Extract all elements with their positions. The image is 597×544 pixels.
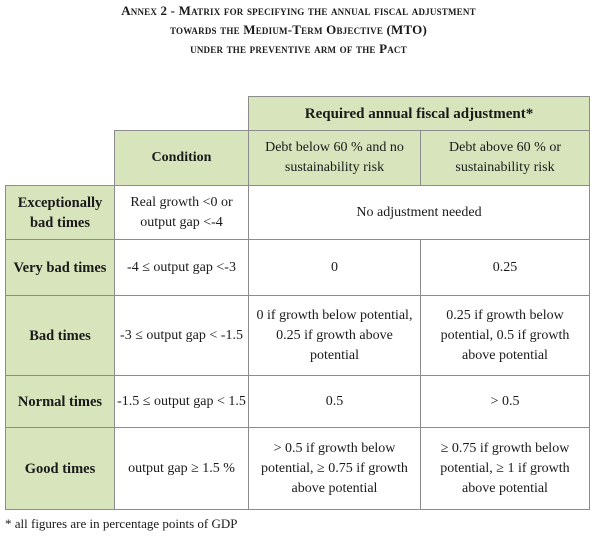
adjustment-matrix: Required annual fiscal adjustment* Condi… bbox=[5, 96, 590, 510]
row-label: Very bad times bbox=[5, 239, 115, 296]
cell-debt-above: 0.25 if growth below potential, 0.5 if g… bbox=[420, 295, 590, 376]
row-condition: -1.5 ≤ output gap < 1.5 bbox=[114, 375, 249, 428]
row-condition: output gap ≥ 1.5 % bbox=[114, 427, 249, 510]
table-row: Good times output gap ≥ 1.5 % > 0.5 if g… bbox=[5, 427, 590, 510]
empty-corner bbox=[5, 130, 115, 186]
empty-corner bbox=[114, 96, 249, 131]
row-label: Exceptionally bad times bbox=[5, 185, 115, 240]
header-required-adjustment: Required annual fiscal adjustment* bbox=[248, 96, 590, 131]
cell-debt-below: 0 bbox=[248, 239, 421, 296]
title-line-1: Annex 2 - Matrix for specifying the annu… bbox=[121, 3, 476, 18]
cell-debt-above: > 0.5 bbox=[420, 375, 590, 428]
table-row: Very bad times -4 ≤ output gap <-3 0 0.2… bbox=[5, 239, 590, 296]
cell-debt-above: 0.25 bbox=[420, 239, 590, 296]
cell-debt-below: 0.5 bbox=[248, 375, 421, 428]
table-row: Normal times -1.5 ≤ output gap < 1.5 0.5… bbox=[5, 375, 590, 428]
row-label: Good times bbox=[5, 427, 115, 510]
title-line-3: under the preventive arm of the Pact bbox=[190, 41, 407, 56]
row-condition: Real growth <0 or output gap <-4 bbox=[114, 185, 249, 240]
cell-merged: No adjustment needed bbox=[248, 185, 590, 240]
row-condition: -3 ≤ output gap < -1.5 bbox=[114, 295, 249, 376]
cell-debt-below: > 0.5 if growth below potential, ≥ 0.75 … bbox=[248, 427, 421, 510]
empty-corner bbox=[5, 96, 115, 131]
footnote: * all figures are in percentage points o… bbox=[5, 516, 238, 531]
header-debt-above-60: Debt above 60 % or sustainability risk bbox=[420, 130, 590, 186]
title-line-2: towards the Medium-Term Objective (MTO) bbox=[169, 22, 428, 37]
header-debt-below-60: Debt below 60 % and no sustainability ri… bbox=[248, 130, 421, 186]
cell-debt-below: 0 if growth below potential, 0.25 if gro… bbox=[248, 295, 421, 376]
table-row: Bad times -3 ≤ output gap < -1.5 0 if gr… bbox=[5, 295, 590, 376]
row-label: Normal times bbox=[5, 375, 115, 428]
row-condition: -4 ≤ output gap <-3 bbox=[114, 239, 249, 296]
cell-debt-above: ≥ 0.75 if growth below potential, ≥ 1 if… bbox=[420, 427, 590, 510]
row-label: Bad times bbox=[5, 295, 115, 376]
table-row: Exceptionally bad times Real growth <0 o… bbox=[5, 185, 590, 240]
header-condition: Condition bbox=[114, 130, 249, 186]
